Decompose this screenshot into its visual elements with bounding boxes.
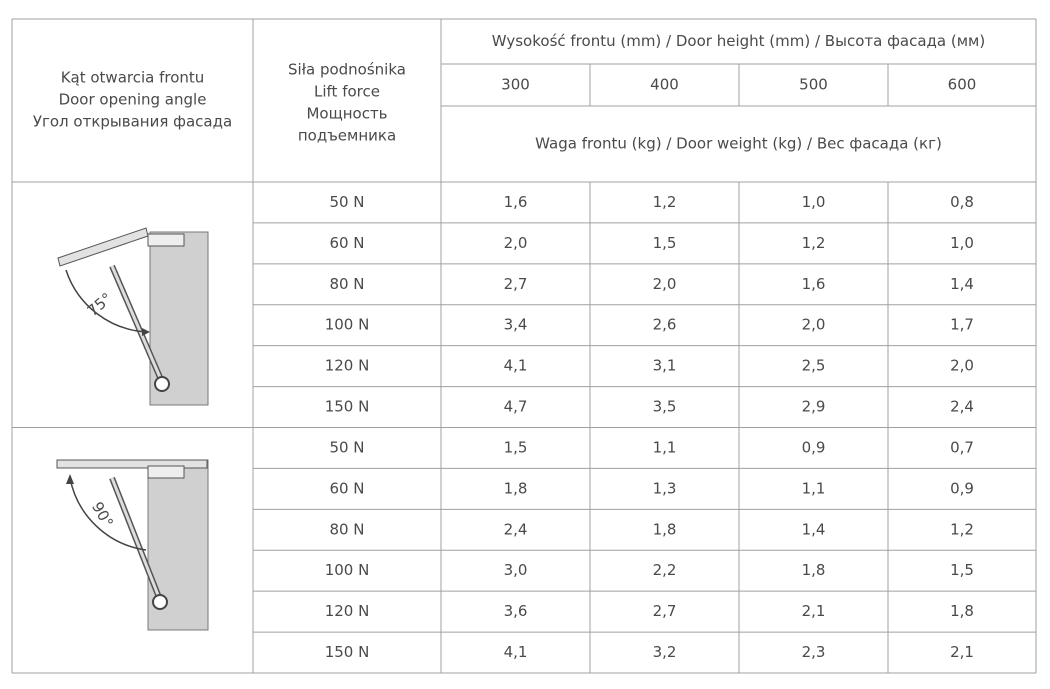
height-label: 500: [799, 76, 828, 94]
weight-cell: 1,8: [950, 602, 974, 620]
force-cell: 80 N: [329, 520, 364, 538]
weight-cell: 2,2: [653, 561, 677, 579]
diagram-75: [57, 227, 209, 406]
weight-cell: 1,5: [950, 561, 974, 579]
header-text: Угол открывания фасада: [33, 113, 232, 131]
force-cell: 60 N: [329, 234, 364, 252]
weight-cell: 2,1: [802, 602, 826, 620]
weight-cell: 2,7: [504, 275, 528, 293]
weight-cell: 1,6: [802, 275, 826, 293]
force-cell: 150 N: [325, 398, 370, 416]
header-text: Lift force: [314, 83, 380, 101]
weight-cell: 4,7: [504, 398, 528, 416]
weight-cell: 1,3: [653, 479, 677, 497]
header-text: Wysokość frontu (mm) / Door height (mm) …: [492, 32, 985, 50]
weight-cell: 2,9: [802, 398, 826, 416]
force-cell: 100 N: [325, 316, 370, 334]
diagram-90: [56, 459, 209, 631]
force-cell: 120 N: [325, 357, 370, 375]
weight-cell: 2,0: [653, 275, 677, 293]
weight-cell: 1,5: [504, 438, 528, 456]
force-cell: 50 N: [329, 438, 364, 456]
weight-cell: 3,0: [504, 561, 528, 579]
height-label: 300: [501, 76, 530, 94]
weight-cell: 0,9: [950, 479, 974, 497]
weight-cell: 1,1: [802, 479, 826, 497]
weight-cell: 1,2: [653, 193, 677, 211]
force-cell: 50 N: [329, 193, 364, 211]
angle-label: 75°: [84, 289, 116, 320]
weight-cell: 1,8: [653, 520, 677, 538]
header-text: Kąt otwarcia frontu: [61, 69, 205, 87]
weight-cell: 1,0: [802, 193, 826, 211]
weight-cell: 1,4: [950, 275, 974, 293]
weight-cell: 1,7: [950, 316, 974, 334]
weight-cell: 2,1: [950, 643, 974, 661]
height-label: 600: [948, 76, 977, 94]
height-label: 400: [650, 76, 679, 94]
header-text: Siła podnośnika: [288, 61, 406, 79]
weight-cell: 2,7: [653, 602, 677, 620]
weight-cell: 1,8: [802, 561, 826, 579]
header-text: Waga frontu (kg) / Door weight (kg) / Ве…: [535, 135, 942, 153]
weight-cell: 3,1: [653, 357, 677, 375]
weight-cell: 1,1: [653, 438, 677, 456]
header-text: подъемника: [298, 127, 396, 145]
weight-cell: 4,1: [504, 357, 528, 375]
weight-cell: 0,9: [802, 438, 826, 456]
weight-cell: 2,0: [504, 234, 528, 252]
weight-cell: 3,5: [653, 398, 677, 416]
force-cell: 120 N: [325, 602, 370, 620]
weight-cell: 1,6: [504, 193, 528, 211]
force-cell: 150 N: [325, 643, 370, 661]
force-cell: 100 N: [325, 561, 370, 579]
weight-cell: 1,4: [802, 520, 826, 538]
weight-cell: 1,0: [950, 234, 974, 252]
angle-label: 90°: [88, 499, 117, 531]
weight-cell: 2,3: [802, 643, 826, 661]
weight-cell: 1,5: [653, 234, 677, 252]
weight-cell: 0,8: [950, 193, 974, 211]
weight-cell: 3,6: [504, 602, 528, 620]
weight-cell: 0,7: [950, 438, 974, 456]
weight-cell: 2,0: [950, 357, 974, 375]
weight-cell: 2,4: [504, 520, 528, 538]
weight-cell: 3,2: [653, 643, 677, 661]
header-text: Door opening angle: [59, 91, 207, 109]
weight-cell: 2,5: [802, 357, 826, 375]
force-cell: 60 N: [329, 479, 364, 497]
weight-cell: 1,2: [950, 520, 974, 538]
weight-cell: 3,4: [504, 316, 528, 334]
weight-cell: 2,0: [802, 316, 826, 334]
weight-cell: 2,4: [950, 398, 974, 416]
force-cell: 80 N: [329, 275, 364, 293]
weight-cell: 1,2: [802, 234, 826, 252]
weight-cell: 4,1: [504, 643, 528, 661]
weight-cell: 1,8: [504, 479, 528, 497]
header-text: Мощность: [306, 105, 387, 123]
weight-cell: 2,6: [653, 316, 677, 334]
